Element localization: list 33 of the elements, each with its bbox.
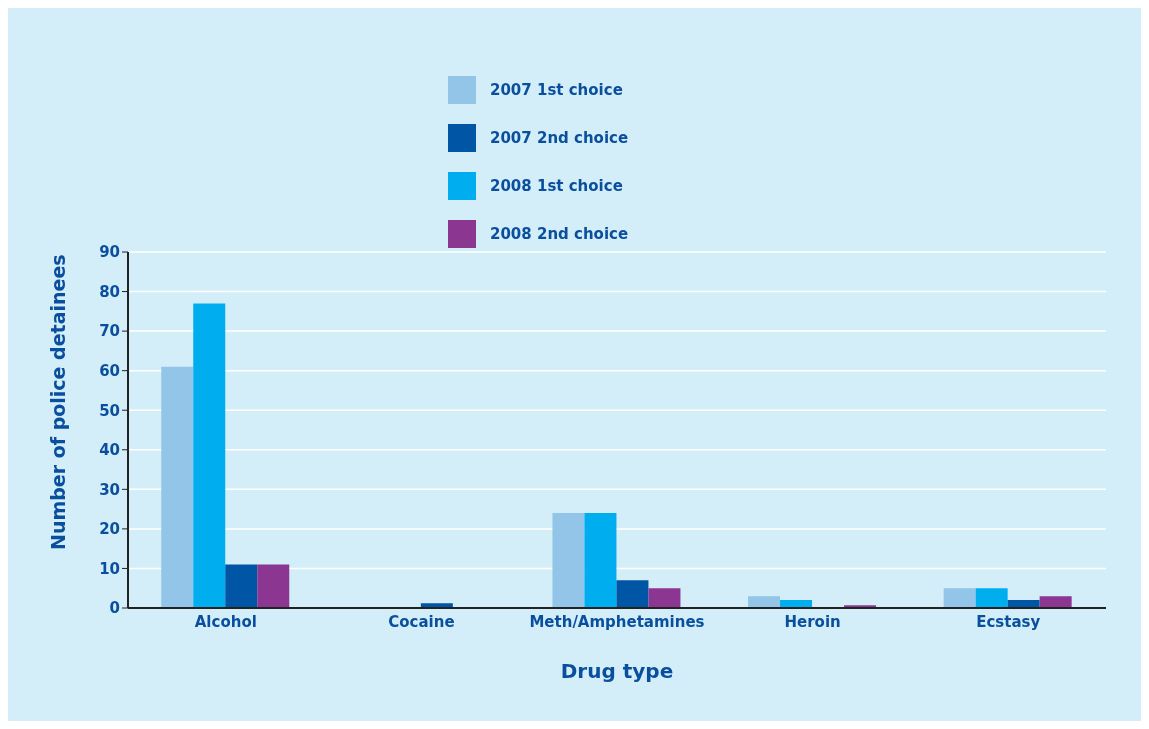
y-tick-label: 50 [99, 401, 120, 420]
y-tick-label: 80 [99, 282, 120, 301]
y-tick-label: 70 [99, 322, 120, 341]
bar [257, 564, 290, 608]
bar [225, 564, 258, 608]
legend-label: 2008 1st choice [490, 176, 623, 195]
x-tick-label: Cocaine [388, 612, 455, 631]
bar [584, 513, 617, 608]
x-axis-title: Drug type [560, 659, 674, 683]
legend-label: 2008 2nd choice [490, 224, 629, 243]
bar [943, 588, 976, 608]
bar [616, 580, 649, 608]
bar [1039, 596, 1072, 608]
bar [648, 588, 681, 608]
x-tick-label: Meth/Amphetamines [529, 612, 705, 631]
legend-label: 2007 1st choice [490, 80, 623, 99]
bar [975, 588, 1008, 608]
y-tick-label: 90 [99, 243, 120, 262]
y-tick-label: 30 [99, 480, 120, 499]
bar [161, 366, 194, 608]
bar [552, 513, 585, 608]
x-tick-label: Alcohol [194, 612, 257, 631]
x-tick-label: Heroin [784, 612, 841, 631]
x-tick-label: Ecstasy [976, 612, 1041, 631]
legend-label: 2007 2nd choice [490, 128, 629, 147]
y-tick-label: 40 [99, 441, 120, 460]
bar [193, 303, 226, 608]
y-tick-label: 0 [109, 599, 120, 618]
y-tick-label: 10 [99, 559, 120, 578]
y-axis-title: Number of police detainees [46, 254, 69, 550]
bar [748, 596, 781, 608]
y-tick-label: 20 [99, 520, 120, 539]
y-tick-label: 60 [99, 361, 120, 380]
